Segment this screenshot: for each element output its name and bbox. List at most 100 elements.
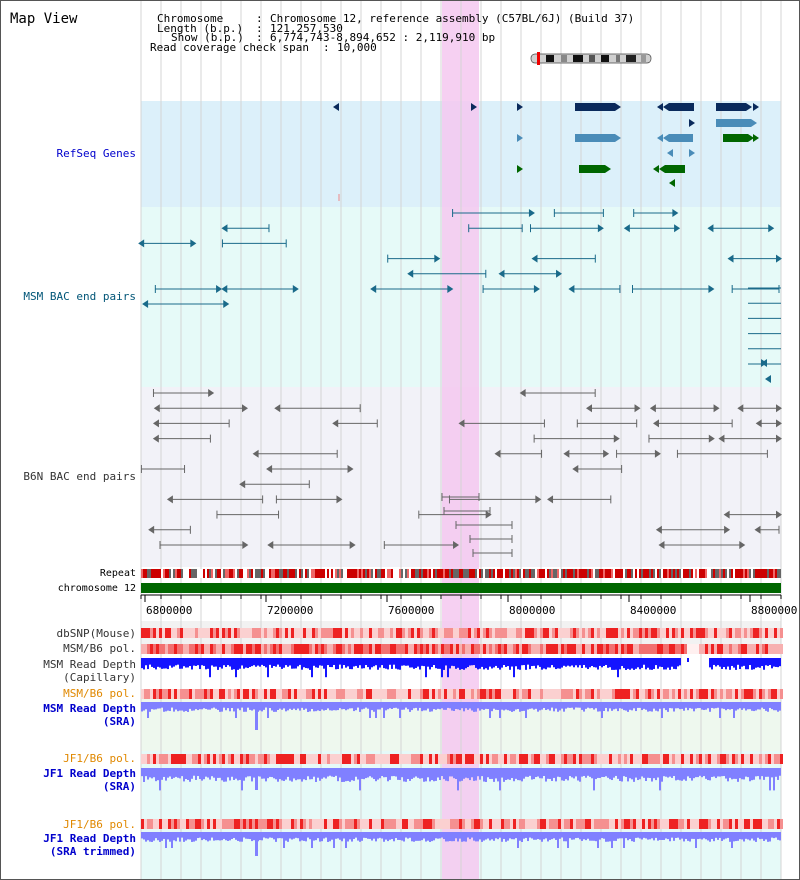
polymorphism-cell [534,689,537,699]
repeat-block [255,569,257,578]
polymorphism-cell [765,754,768,764]
read-depth-bar [759,832,761,840]
read-depth-bar [279,702,281,709]
polymorphism-cell [729,644,732,654]
read-depth-bar [235,832,237,840]
b6n-bac-pair-end [654,449,661,458]
polymorphism-cell [405,628,408,638]
read-depth-bar [453,702,455,711]
read-depth-bar [443,768,445,780]
repeat-block [473,569,475,578]
gene-feature [575,103,615,111]
read-depth-bar [291,702,293,710]
read-depth-bar [275,768,277,780]
repeat-block [399,569,401,578]
repeat-block [441,569,443,578]
read-depth-bar [519,702,521,712]
read-depth-bar [369,832,371,839]
read-depth-bar [769,658,771,665]
read-depth-bar [589,832,591,841]
read-depth-bar [605,658,607,665]
polymorphism-cell [243,644,246,654]
read-depth-bar [295,658,297,669]
read-depth-bar [543,768,545,776]
read-depth-bar [181,658,183,669]
read-depth-bar [169,658,171,666]
read-depth-bar [617,832,619,839]
polymorphism-cell [360,754,363,764]
b6n-bac-pair-end [739,541,746,549]
polymorphism-cell [426,819,429,829]
read-depth-bar [473,658,475,666]
track-label-chromosome: chromosome 12 [57,583,136,594]
polymorphism-cell [621,754,624,764]
read-depth-bar [391,658,393,669]
read-depth-bar [435,768,437,781]
polymorphism-cell [459,689,462,699]
read-depth-bar [319,702,321,712]
read-depth-bar [169,832,171,842]
repeat-block [651,569,653,578]
polymorphism-cell [543,628,546,638]
read-depth-bar [643,658,645,665]
polymorphism-cell [573,754,576,764]
read-depth-bar [621,832,623,839]
polymorphism-cell [729,754,732,764]
read-depth-bar [227,832,229,841]
read-depth-bar [173,702,175,712]
read-depth-bar [735,658,737,670]
read-depth-bar [299,768,301,780]
read-depth-bar [665,832,667,839]
read-depth-bar [779,658,781,667]
polymorphism-cell [228,819,231,829]
polymorphism-cell [675,689,678,699]
polymorphism-cell [621,689,624,699]
read-depth-bar [197,702,199,711]
repeat-block [343,569,345,578]
read-depth-bar [483,832,485,841]
polymorphism-cell [234,644,237,654]
read-depth-bar [653,768,655,779]
repeat-block [737,569,739,578]
read-depth-bar [601,702,603,718]
repeat-block [747,569,749,578]
polymorphism-cell [207,819,210,829]
b6n-bac-pair-end [453,541,460,549]
repeat-block [641,569,643,578]
read-depth-bar [439,832,441,839]
repeat-block [779,569,781,578]
polymorphism-cell [570,689,573,699]
read-depth-bar [143,702,145,711]
read-depth-bar [259,702,261,711]
read-depth-bar [675,702,677,709]
read-depth-bar [579,658,581,666]
polymorphism-cell [696,754,699,764]
read-depth-bar [677,658,679,667]
polymorphism-cell [444,819,447,829]
read-depth-bar [627,832,629,841]
polymorphism-cell [762,644,765,654]
polymorphism-cell [561,644,564,654]
polymorphism-cell [369,628,372,638]
repeat-block [577,569,579,578]
read-depth-bar [387,832,389,842]
repeat-block [409,569,411,578]
polymorphism-cell [483,689,486,699]
polymorphism-cell [162,689,165,699]
read-depth-bar [435,702,437,710]
polymorphism-cell [255,819,258,829]
repeat-block [685,569,687,578]
polymorphism-cell [558,628,561,638]
read-depth-bar [527,832,529,842]
read-depth-bar [487,702,489,710]
axis-tick-label: 6800000 [146,604,193,617]
read-depth-bar [459,768,461,782]
read-depth-bar [687,768,689,777]
polymorphism-cell [498,628,501,638]
polymorphism-cell [180,754,183,764]
read-depth-bar [507,658,509,667]
read-depth-bar [197,832,199,839]
read-depth-bar [277,832,279,839]
polymorphism-cell [717,689,720,699]
